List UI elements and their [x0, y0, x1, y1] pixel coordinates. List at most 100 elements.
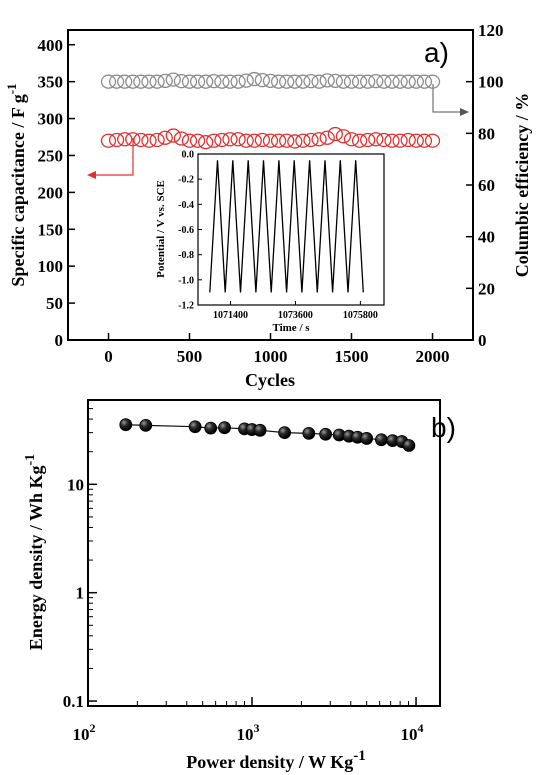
capacitance-marker — [189, 133, 206, 148]
efficiency-marker — [376, 74, 392, 89]
energy-density-marker — [302, 427, 316, 440]
capacitance-axis-arrow — [95, 138, 134, 176]
panel-b-ytick-label: 1 — [76, 584, 85, 603]
panel-b-xtick-label: 102 — [73, 721, 96, 744]
capacitance-marker — [351, 133, 368, 148]
capacitance-marker — [424, 133, 441, 148]
efficiency-marker — [246, 71, 262, 87]
panel-a-ytick-right-label: 20 — [478, 279, 495, 298]
panel-b-xlabel-sup: -1 — [353, 748, 366, 764]
capacitance-marker — [376, 132, 392, 148]
capacitance-marker — [108, 132, 125, 148]
panel-a-markers — [100, 71, 441, 150]
panel-b-frame — [87, 399, 441, 707]
panel-a-ytick-right-label: 60 — [478, 176, 495, 195]
efficiency-marker — [173, 74, 190, 89]
panel-b-ylabel: Energy density / Wh Kg-1 — [23, 454, 46, 650]
efficiency-marker — [254, 72, 271, 88]
capacitance-marker — [157, 130, 173, 145]
efficiency-axis-arrow — [432, 84, 462, 113]
capacitance-marker — [125, 132, 141, 147]
panel-a: 0 500 1000 1500 2000 05010015020025030035040… — [4, 21, 532, 390]
energy-density-marker — [204, 421, 218, 435]
capacitance-marker — [392, 133, 408, 148]
inset-ytick-label: -0.6 — [178, 225, 194, 236]
inset-ytick-label: -0.8 — [178, 250, 194, 261]
efficiency-marker — [270, 74, 287, 89]
panel-b-xtick-exp: 3 — [254, 721, 260, 735]
energy-density-marker — [278, 426, 291, 440]
panel-a-ytick-left-label: 300 — [38, 110, 64, 129]
capacitance-marker — [279, 133, 295, 148]
capacitance-marker — [335, 129, 352, 144]
efficiency-marker — [262, 73, 279, 89]
efficiency-marker — [222, 74, 238, 89]
inset-yticks: 0.0 -0.2 -0.4 -0.6 -0.8 -1.0 -1.2 — [178, 150, 202, 312]
efficiency-marker — [100, 74, 117, 89]
efficiency-marker — [149, 74, 165, 89]
capacitance-marker — [173, 131, 190, 146]
panel-a-ytick-left-label: 250 — [38, 146, 64, 165]
efficiency-marker — [287, 74, 303, 89]
inset-xticks: 1071400 1073600 1075800 — [213, 301, 378, 321]
panel-b-ytick-label: 10 — [67, 475, 84, 494]
efficiency-marker — [206, 74, 222, 89]
capacitance-marker — [262, 133, 279, 148]
capacitance-marker — [270, 133, 287, 148]
inset-xtick-label: 1075800 — [343, 310, 378, 321]
capacitance-marker — [319, 130, 335, 145]
capacitance-marker — [287, 134, 303, 149]
efficiency-marker — [117, 74, 133, 89]
panel-b-markers — [119, 418, 416, 452]
panel-a-ytick-right-label: 40 — [478, 228, 495, 247]
efficiency-marker — [214, 74, 230, 89]
panel-b-xtick-label: 103 — [237, 721, 260, 744]
efficiency-marker — [230, 74, 246, 89]
capacitance-marker — [311, 132, 327, 147]
panel-b-xtick-base: 10 — [401, 725, 418, 744]
panel-a-xtick-label: 1500 — [335, 347, 369, 366]
energy-density-marker — [402, 439, 416, 452]
panel-a-ytick-left-label: 0 — [55, 331, 64, 350]
panel-a-yticks-left: 0 50 100 150 200 250 300 350 400 — [38, 36, 75, 350]
efficiency-axis-arrowhead — [460, 108, 469, 116]
capacitance-marker — [295, 133, 311, 148]
efficiency-marker — [189, 74, 206, 89]
capacitance-marker — [246, 133, 262, 148]
inset-xtick-label: 1073600 — [278, 310, 313, 321]
efficiency-marker — [416, 74, 433, 89]
panel-a-ytick-left-label: 200 — [38, 183, 64, 202]
panel-a-ylabel-right: Columbic efficiency / % — [512, 93, 532, 277]
panel-b-xtick-exp: 2 — [90, 721, 96, 735]
efficiency-marker — [295, 74, 311, 89]
capacitance-marker — [254, 132, 271, 148]
efficiency-marker — [311, 74, 327, 89]
efficiency-marker — [108, 74, 125, 89]
panel-b-xtick-base: 10 — [73, 725, 90, 744]
panel-a-ytick-left-label: 100 — [38, 257, 64, 276]
capacitance-marker — [416, 133, 433, 148]
capacitance-axis-arrowhead — [87, 171, 96, 179]
efficiency-marker — [141, 74, 157, 89]
capacitance-marker — [117, 132, 133, 147]
capacitance-marker — [222, 132, 238, 147]
efficiency-marker — [303, 74, 319, 89]
efficiency-marker — [392, 74, 408, 89]
panel-b-ylabel-sup: -1 — [23, 454, 38, 466]
inset-ytick-label: -0.4 — [178, 200, 194, 211]
inset-xtick-label: 1071400 — [213, 310, 248, 321]
capacitance-marker — [214, 132, 230, 148]
efficiency-marker — [335, 74, 352, 89]
panel-b-xtick-exp: 4 — [418, 721, 424, 735]
capacitance-marker — [400, 132, 416, 148]
panel-a-ytick-right-label: 80 — [478, 124, 495, 143]
efficiency-marker — [133, 74, 149, 89]
panel-a-xtick-label: 0 — [104, 347, 113, 366]
panel-b-ytick-label: 0.1 — [63, 692, 84, 711]
panel-b-xtick-label: 104 — [401, 721, 424, 744]
panel-a-xtick-label: 2000 — [416, 347, 450, 366]
energy-density-marker — [360, 432, 374, 445]
efficiency-marker — [368, 74, 384, 89]
capacitance-marker — [343, 132, 360, 147]
